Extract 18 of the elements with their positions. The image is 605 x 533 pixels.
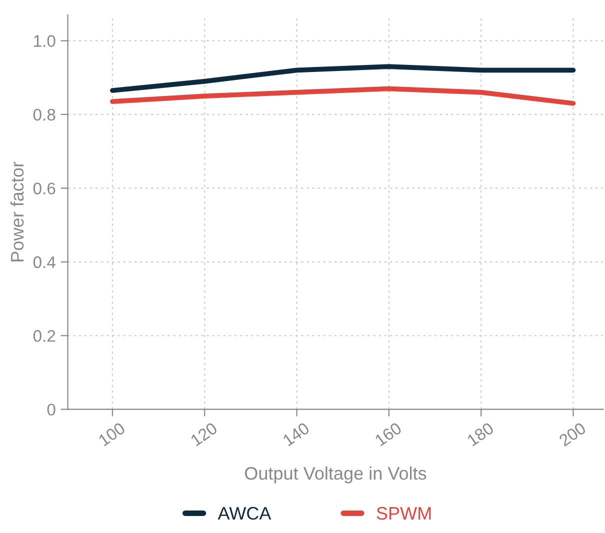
y-tick-label: 0.2 <box>33 330 56 342</box>
y-axis-title: Power factor <box>10 162 24 262</box>
y-tick-label: 0 <box>47 404 56 416</box>
y-tick-label: 0.8 <box>33 108 56 121</box>
x-tick-label: 160 <box>374 422 402 446</box>
x-tick-label: 180 <box>466 422 494 446</box>
x-tick-label: 120 <box>190 422 218 446</box>
line-series <box>110 86 576 106</box>
legend-label: AWCA <box>218 506 272 520</box>
x-axis-title: Output Voltage in Volts <box>244 466 426 484</box>
y-tick-label: 0.4 <box>33 256 56 268</box>
line-series <box>110 64 576 93</box>
x-tick-label: 100 <box>98 422 126 446</box>
legend-label: SPWM <box>376 506 431 520</box>
x-tick-label: 200 <box>558 422 587 447</box>
y-tick-label: 1.0 <box>34 35 56 47</box>
y-tick-label: 0.6 <box>33 182 56 194</box>
x-tick-label: 140 <box>282 422 310 446</box>
